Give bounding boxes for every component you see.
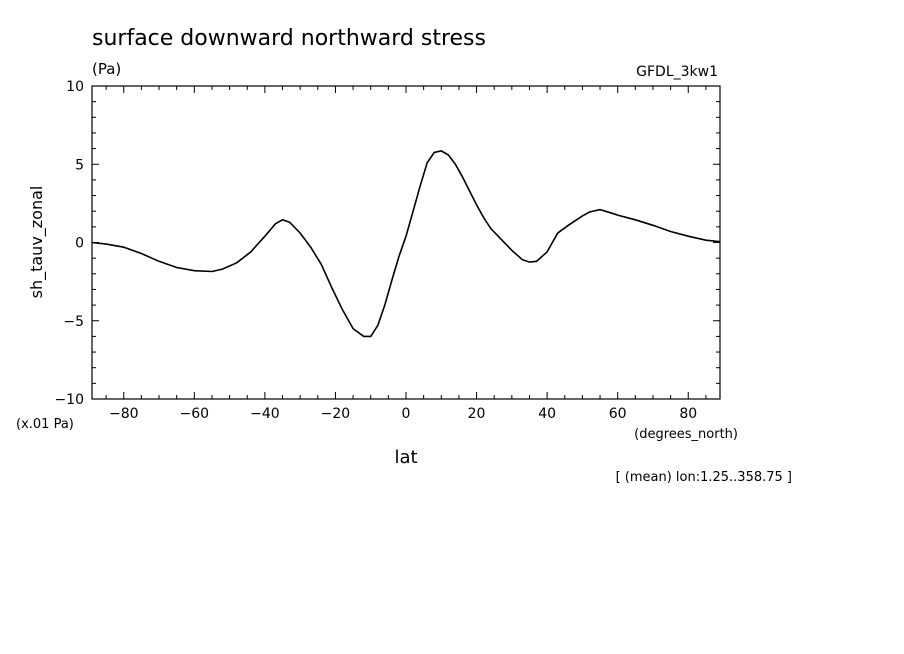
y-tick-label: 10: [66, 79, 84, 95]
footnote: [ (mean) lon:1.25..358.75 ]: [616, 470, 792, 485]
units-label: (Pa): [92, 60, 121, 78]
x-tick-label: −40: [250, 406, 280, 422]
x-tick-label: 0: [402, 406, 411, 422]
series-line: [91, 150, 721, 338]
x-tick-label: −20: [321, 406, 351, 422]
y-scale-label: (x.01 Pa): [16, 417, 74, 432]
x-tick-label: −80: [109, 406, 139, 422]
x-axis-label: lat: [394, 447, 417, 468]
y-tick-labels: −10 −5 0 5 10: [54, 79, 84, 408]
x-tick-label: 40: [538, 406, 556, 422]
y-tick-label: 5: [75, 157, 84, 173]
x-tick-label: 20: [468, 406, 486, 422]
x-tick-labels: −80 −60 −40 −20 0 20 40 60 80: [109, 406, 697, 422]
y-axis-label: sh_tauv_zonal: [27, 186, 47, 299]
x-tick-label: 80: [679, 406, 697, 422]
x-tick-label: 60: [609, 406, 627, 422]
model-label: GFDL_3kw1: [636, 64, 718, 80]
plot-frame: [91, 85, 721, 400]
chart-title: surface downward northward stress: [92, 26, 486, 51]
tick-marks: [92, 85, 720, 400]
y-tick-label: −5: [63, 314, 84, 330]
x-units-label: (degrees_north): [634, 427, 738, 442]
y-tick-label: −10: [54, 392, 84, 408]
y-tick-label: 0: [75, 236, 84, 252]
x-tick-label: −60: [180, 406, 210, 422]
